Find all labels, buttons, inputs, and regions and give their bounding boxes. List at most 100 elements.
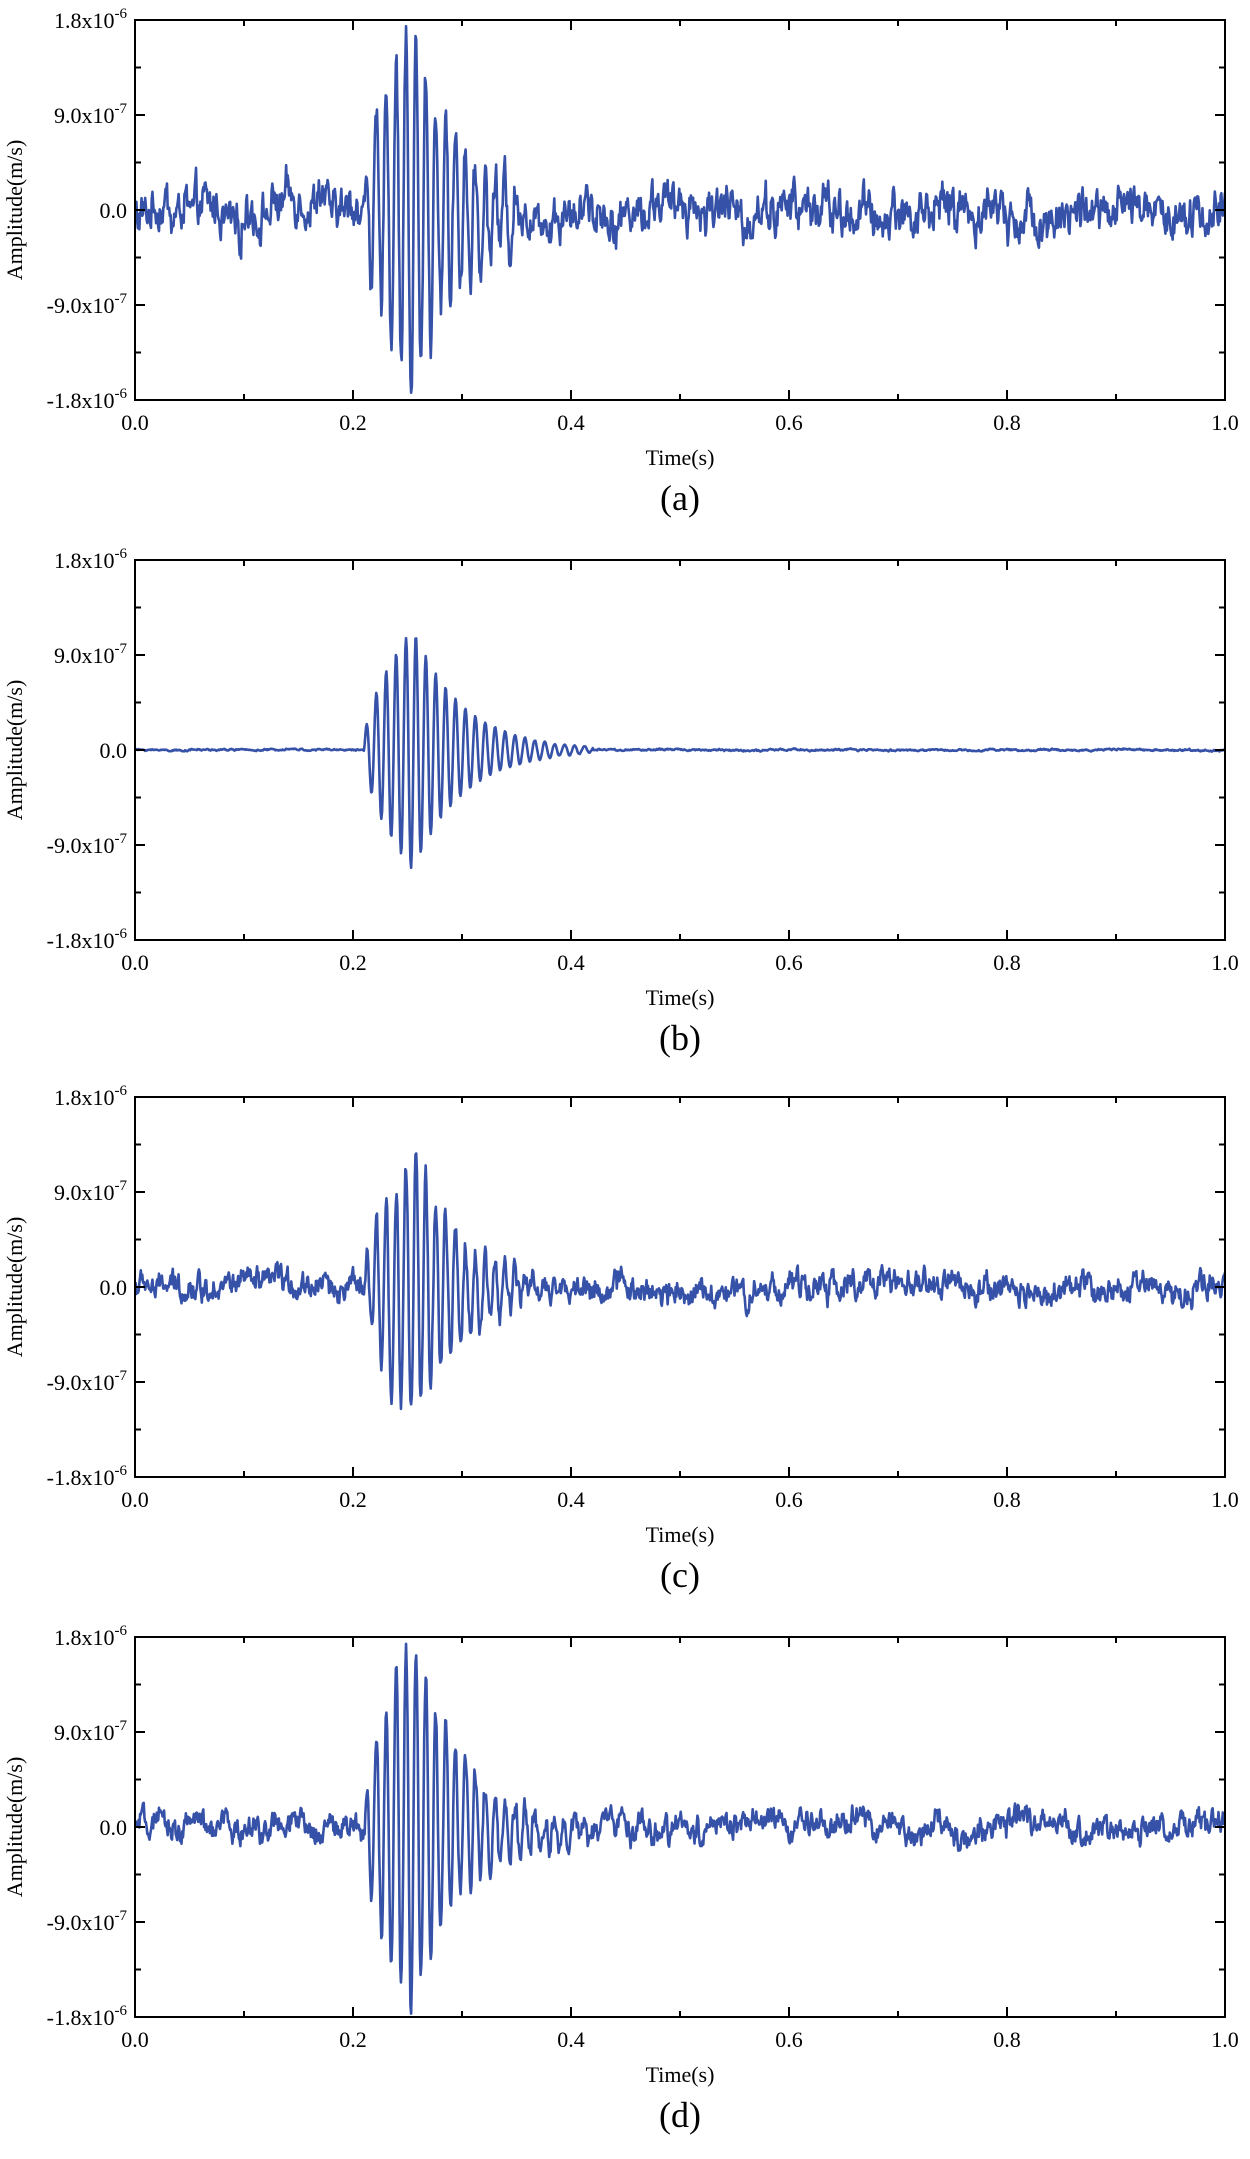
- y-tick-base: 0.0: [100, 198, 128, 223]
- x-tick-label: 0.6: [775, 950, 803, 975]
- panel-caption: (a): [660, 478, 700, 518]
- y-tick-exponent: -7: [115, 101, 128, 117]
- y-tick-label: 0.0: [100, 1275, 128, 1300]
- x-tick-label: 0.0: [121, 950, 149, 975]
- y-tick-exponent: -6: [115, 546, 128, 562]
- panel-c: 0.0 0.2 0.4 0.6 0.8 1.01.8x10-69.0x10-70.0-9.…: [2, 1083, 1239, 1595]
- x-tick-label: 1.0: [1211, 950, 1239, 975]
- y-tick-exponent: -6: [115, 1083, 128, 1099]
- x-tick-label: 0.8: [993, 950, 1021, 975]
- y-tick-exponent: -7: [115, 831, 128, 847]
- y-tick-exponent: -6: [115, 2003, 128, 2019]
- y-tick-base: 1.8x10: [54, 8, 115, 33]
- x-tick-label: 0.0: [121, 410, 149, 435]
- y-tick-label: 9.0x10-7: [54, 641, 127, 668]
- x-tick-label: 0.8: [993, 410, 1021, 435]
- panel-d: 0.0 0.2 0.4 0.6 0.8 1.01.8x10-69.0x10-70.0-9.…: [2, 1623, 1239, 2135]
- x-tick-label: 0.2: [339, 2027, 367, 2052]
- series-line-signal: [135, 636, 1225, 870]
- panel-a: 0.0 0.2 0.4 0.6 0.8 1.01.8x10-69.0x10-70.0-9.…: [2, 6, 1239, 518]
- y-tick-label: 1.8x10-6: [54, 1623, 127, 1650]
- y-tick-base: 1.8x10: [54, 1625, 115, 1650]
- y-tick-label: -1.8x10-6: [47, 386, 128, 413]
- x-tick-label: 0.4: [557, 410, 585, 435]
- x-tick-label: 0.4: [557, 1487, 585, 1512]
- y-tick-exponent: -7: [115, 1178, 128, 1194]
- y-tick-base: -9.0x10: [47, 1910, 115, 1935]
- y-tick-exponent: -7: [115, 641, 128, 657]
- x-tick-label: 0.0: [121, 1487, 149, 1512]
- y-axis-label: Amplitude(m/s): [2, 1757, 27, 1898]
- x-axis-label: Time(s): [646, 985, 715, 1010]
- y-tick-base: 9.0x10: [54, 1720, 115, 1745]
- panel-caption: (b): [659, 1018, 701, 1058]
- y-tick-exponent: -7: [115, 1368, 128, 1384]
- panel-caption: (d): [659, 2095, 701, 2135]
- y-tick-label: 9.0x10-7: [54, 101, 127, 128]
- x-tick-label: 0.6: [775, 410, 803, 435]
- x-tick-label: 0.8: [993, 1487, 1021, 1512]
- y-tick-exponent: -6: [115, 1463, 128, 1479]
- x-axis-label: Time(s): [646, 2062, 715, 2087]
- x-tick-label: 0.2: [339, 1487, 367, 1512]
- x-tick-label: 1.0: [1211, 2027, 1239, 2052]
- x-axis-label: Time(s): [646, 1522, 715, 1547]
- y-tick-base: -1.8x10: [47, 928, 115, 953]
- y-tick-label: -1.8x10-6: [47, 2003, 128, 2030]
- x-tick-label: 0.4: [557, 950, 585, 975]
- y-tick-label: 0.0: [100, 738, 128, 763]
- y-tick-label: -9.0x10-7: [47, 1908, 128, 1935]
- x-tick-label: 0.0: [121, 2027, 149, 2052]
- x-tick-label: 0.2: [339, 410, 367, 435]
- y-tick-exponent: -7: [115, 291, 128, 307]
- y-tick-base: -9.0x10: [47, 1370, 115, 1395]
- y-tick-base: 1.8x10: [54, 548, 115, 573]
- y-tick-label: -9.0x10-7: [47, 831, 128, 858]
- y-tick-exponent: -6: [115, 926, 128, 942]
- y-tick-label: 9.0x10-7: [54, 1718, 127, 1745]
- y-tick-exponent: -6: [115, 1623, 128, 1639]
- y-tick-exponent: -7: [115, 1718, 128, 1734]
- x-tick-label: 1.0: [1211, 410, 1239, 435]
- y-tick-base: 0.0: [100, 738, 128, 763]
- y-axis-label: Amplitude(m/s): [2, 680, 27, 821]
- y-axis-label: Amplitude(m/s): [2, 140, 27, 281]
- y-tick-base: -1.8x10: [47, 388, 115, 413]
- y-tick-base: 1.8x10: [54, 1085, 115, 1110]
- x-tick-label: 0.6: [775, 1487, 803, 1512]
- y-tick-label: 1.8x10-6: [54, 1083, 127, 1110]
- y-tick-label: -9.0x10-7: [47, 291, 128, 318]
- x-tick-label: 1.0: [1211, 1487, 1239, 1512]
- series-line-signal: [135, 24, 1225, 395]
- y-tick-base: 9.0x10: [54, 103, 115, 128]
- y-tick-label: -1.8x10-6: [47, 1463, 128, 1490]
- y-tick-label: 0.0: [100, 1815, 128, 1840]
- y-tick-label: 9.0x10-7: [54, 1178, 127, 1205]
- y-tick-base: -1.8x10: [47, 2005, 115, 2030]
- y-tick-exponent: -7: [115, 1908, 128, 1924]
- y-tick-exponent: -6: [115, 6, 128, 22]
- y-tick-label: 1.8x10-6: [54, 6, 127, 33]
- x-tick-label: 0.8: [993, 2027, 1021, 2052]
- y-tick-base: -1.8x10: [47, 1465, 115, 1490]
- y-tick-base: 9.0x10: [54, 1180, 115, 1205]
- y-axis-label: Amplitude(m/s): [2, 1217, 27, 1358]
- y-tick-base: 9.0x10: [54, 643, 115, 668]
- y-tick-label: 1.8x10-6: [54, 546, 127, 573]
- y-tick-base: -9.0x10: [47, 293, 115, 318]
- x-axis-label: Time(s): [646, 445, 715, 470]
- y-tick-label: -1.8x10-6: [47, 926, 128, 953]
- y-tick-base: -9.0x10: [47, 833, 115, 858]
- panel-caption: (c): [660, 1555, 700, 1595]
- x-tick-label: 0.4: [557, 2027, 585, 2052]
- y-tick-label: -9.0x10-7: [47, 1368, 128, 1395]
- y-tick-exponent: -6: [115, 386, 128, 402]
- series-line-signal: [135, 1642, 1225, 2015]
- series-line-signal: [135, 1152, 1225, 1411]
- y-tick-base: 0.0: [100, 1815, 128, 1840]
- y-tick-label: 0.0: [100, 198, 128, 223]
- x-tick-label: 0.6: [775, 2027, 803, 2052]
- y-tick-base: 0.0: [100, 1275, 128, 1300]
- panel-b: 0.0 0.2 0.4 0.6 0.8 1.01.8x10-69.0x10-70.0-9.…: [2, 546, 1239, 1058]
